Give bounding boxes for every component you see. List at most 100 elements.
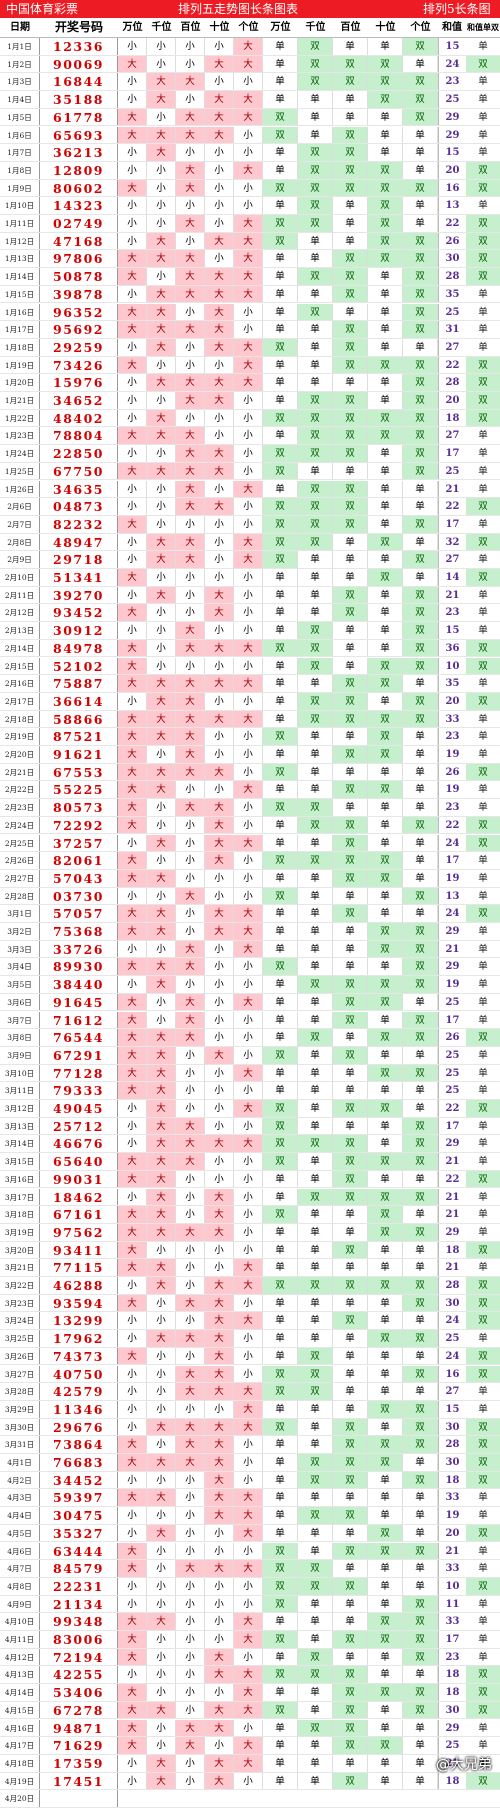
size-cell: 小 <box>234 816 263 834</box>
size-cell: 大 <box>176 462 205 480</box>
parity-cell: 单 <box>298 1754 333 1772</box>
sum-parity-cell: 双 <box>466 232 500 250</box>
parity-cell: 单 <box>333 799 368 816</box>
size-cell: 大 <box>205 675 234 692</box>
size-cell: 大 <box>176 1454 205 1471</box>
parity-cell: 单 <box>333 1648 368 1666</box>
parity-cell: 双 <box>263 1383 298 1400</box>
draw-date: 1月15日 <box>0 285 40 303</box>
size-cell: 小 <box>147 657 176 675</box>
draw-date: 4月5日 <box>0 1524 40 1542</box>
sum-parity-cell: 双 <box>466 1772 500 1790</box>
parity-cell: 单 <box>403 1170 438 1188</box>
parity-cell: 双 <box>298 161 333 179</box>
sum-cell: 27 <box>438 551 466 568</box>
size-cell: 小 <box>118 285 147 303</box>
sum-cell: 24 <box>438 1312 466 1330</box>
parity-cell: 双 <box>403 1277 438 1294</box>
draw-row: 3月5日 38440 小大小小小单双双双双 19 单 <box>0 976 500 994</box>
parity-cell: 单 <box>298 126 333 144</box>
parity-cell: 双 <box>403 91 438 108</box>
draw-row: 2月13日 30912 小小大小小单双单单双 15 单 <box>0 622 500 640</box>
size-cell: 大 <box>118 1046 147 1064</box>
size-cell: 大 <box>118 569 147 586</box>
size-cell: 小 <box>118 91 147 108</box>
size-cell: 大 <box>234 1701 263 1719</box>
size-cell: 小 <box>234 1436 263 1453</box>
parity-cell: 双 <box>298 427 333 445</box>
draw-date: 2月12日 <box>0 604 40 622</box>
sum-cell: 31 <box>438 321 466 338</box>
sum-parity-cell: 单 <box>478 1262 488 1274</box>
draw-row: 2月27日 57043 大大小小小单单双双单 19 单 <box>0 869 500 888</box>
sum-parity-cell: 单 <box>478 1085 488 1097</box>
sum-cell: 17 <box>438 1117 466 1135</box>
size-cell: 小 <box>176 1241 205 1259</box>
col-parity-0: 万位 <box>270 22 291 33</box>
draw-row: 2月22日 55225 大大小小大单单双双单 19 单 <box>0 781 500 800</box>
draw-number: 63444 <box>40 1542 118 1560</box>
draw-date: 1月8日 <box>0 161 40 179</box>
parity-cell: 单 <box>333 1524 368 1542</box>
size-cell: 小 <box>118 197 147 214</box>
parity-cell: 双 <box>333 1737 368 1754</box>
draw-date: 1月19日 <box>0 356 40 374</box>
parity-cell: 单 <box>333 551 368 568</box>
size-cell: 大 <box>118 1206 147 1223</box>
parity-cell: 双 <box>263 1631 298 1648</box>
sum-parity-cell: 单 <box>478 1333 488 1345</box>
parity-cell: 单 <box>368 1082 403 1099</box>
draw-number: 84978 <box>40 639 118 657</box>
size-cell: 小 <box>176 1577 205 1595</box>
draw-number: 78804 <box>40 427 118 445</box>
size-cell: 大 <box>147 1135 176 1153</box>
parity-cell: 单 <box>263 73 298 91</box>
size-cell: 大 <box>147 586 176 604</box>
parity-cell: 单 <box>333 91 368 108</box>
parity-cell: 双 <box>403 73 438 91</box>
draw-date: 2月17日 <box>0 692 40 710</box>
size-cell: 大 <box>147 675 176 692</box>
sum-cell: 18 <box>438 409 466 427</box>
parity-cell: 双 <box>263 551 298 568</box>
parity-cell: 双 <box>368 993 403 1011</box>
parity-cell: 双 <box>263 1701 298 1719</box>
size-cell: 小 <box>234 515 263 533</box>
size-cell: 小 <box>176 1100 205 1117</box>
sum-parity-cell: 双 <box>466 1471 500 1489</box>
parity-cell: 单 <box>263 569 298 586</box>
parity-cell: 单 <box>263 374 298 391</box>
draw-number: 82061 <box>40 852 118 869</box>
draw-row: 4月19日 17451 小大小大小单单双单单 18 双 <box>0 1772 500 1791</box>
parity-cell: 双 <box>333 1666 368 1684</box>
draw-number: 29259 <box>40 338 118 356</box>
parity-cell: 单 <box>263 993 298 1011</box>
draw-row: 3月26日 74373 大小小大小单双单单单 24 双 <box>0 1347 500 1366</box>
sum-cell: 29 <box>438 923 466 940</box>
size-cell: 大 <box>205 763 234 781</box>
size-cell: 小 <box>205 746 234 763</box>
parity-cell: 单 <box>403 1524 438 1542</box>
size-cell: 小 <box>118 976 147 993</box>
parity-cell: 单 <box>368 834 403 852</box>
size-cell: 大 <box>205 1489 234 1507</box>
parity-cell: 双 <box>333 1507 368 1524</box>
parity-cell: 双 <box>368 179 403 197</box>
size-cell: 小 <box>147 1631 176 1648</box>
size-cell: 小 <box>234 799 263 816</box>
size-cell: 大 <box>147 1046 176 1064</box>
parity-cell: 单 <box>403 480 438 498</box>
parity-cell: 双 <box>403 1701 438 1719</box>
size-cell: 大 <box>205 321 234 338</box>
sum-cell: 21 <box>438 480 466 498</box>
parity-cell: 双 <box>333 338 368 356</box>
size-cell: 小 <box>205 250 234 268</box>
parity-cell: 双 <box>333 1011 368 1029</box>
parity-cell: 双 <box>298 1577 333 1595</box>
draw-date: 2月16日 <box>0 675 40 692</box>
parity-cell: 单 <box>333 1383 368 1400</box>
size-cell: 大 <box>176 126 205 144</box>
parity-cell: 单 <box>263 604 298 622</box>
parity-cell: 单 <box>298 586 333 604</box>
size-cell: 小 <box>234 958 263 976</box>
